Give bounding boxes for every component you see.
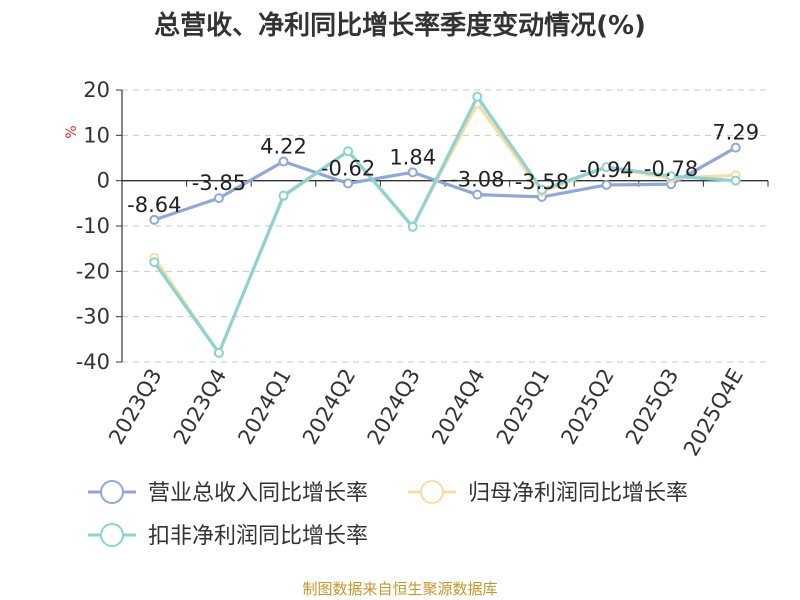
data-label: -0.78 (644, 157, 698, 181)
gridlines (122, 89, 768, 363)
y-tick-labels: 20 10 0 -10 -20 -30 -40 (76, 78, 110, 374)
data-label: 4.22 (260, 135, 307, 159)
data-point (601, 162, 612, 173)
data-point (213, 193, 224, 204)
legend-marker (420, 480, 444, 504)
y-tick-label: -20 (76, 259, 110, 283)
y-tick-label: 0 (97, 169, 110, 193)
series-line (152, 95, 738, 355)
legend-label: 归母净利润同比增长率 (468, 481, 688, 506)
x-tick-label: 2024Q1 (233, 365, 295, 449)
chart-title: 总营收、净利同比增长率季度变动情况(%) (154, 10, 646, 41)
legend-marker (100, 523, 124, 547)
data-label: 1.84 (389, 145, 436, 169)
data-label: -3.85 (192, 171, 246, 195)
source-note: 制图数据来自恒生聚源数据库 (302, 580, 497, 598)
x-tick-label: 2025Q1 (492, 365, 554, 449)
data-point (343, 146, 354, 157)
data-point (730, 142, 741, 153)
data-label: -8.64 (127, 193, 181, 217)
x-tick-label: 2023Q4 (169, 365, 231, 449)
data-point (536, 184, 547, 195)
legend-marker (100, 480, 124, 504)
data-labels: -8.64 -3.85 4.22 -0.62 1.84 -3.08 -3.58 -0.94 -0… (127, 121, 759, 217)
axes (116, 89, 769, 363)
x-tick-label: 2024Q2 (298, 365, 360, 449)
data-point (472, 91, 483, 102)
data-point (407, 221, 418, 232)
series-lines (149, 91, 741, 358)
y-tick-label: 10 (83, 123, 110, 147)
legend-label: 营业总收入同比增长率 (148, 481, 368, 506)
data-point (149, 257, 160, 268)
x-tick-label: 2024Q4 (427, 365, 489, 449)
data-point (601, 179, 612, 190)
data-label: -0.62 (321, 156, 375, 180)
data-point (407, 167, 418, 178)
y-tick-label: 20 (83, 78, 110, 102)
data-point (472, 189, 483, 200)
x-tick-label: 2024Q3 (363, 365, 425, 449)
data-point (666, 171, 677, 182)
y-tick-label: -10 (76, 214, 110, 238)
x-tick-label: 2025Q3 (621, 365, 683, 449)
data-point (213, 347, 224, 358)
x-tick-label: 2023Q3 (104, 365, 166, 449)
y-tick-label: -30 (76, 305, 110, 329)
x-tick-label: 2025Q2 (556, 365, 618, 449)
data-label: -0.94 (579, 158, 633, 182)
legend-label: 扣非净利润同比增长率 (148, 524, 368, 549)
data-label: 7.29 (712, 121, 759, 145)
data-point (343, 178, 354, 189)
series-line (152, 146, 738, 222)
data-point (278, 190, 289, 201)
data-label: -3.58 (515, 170, 569, 194)
data-point (278, 156, 289, 167)
x-tick-labels: 2023Q3 2023Q4 2024Q1 2024Q2 2024Q3 2024Q4 2025… (104, 365, 748, 461)
y-axis-label: % (64, 125, 80, 138)
data-point (730, 175, 741, 186)
y-tick-label: -40 (76, 350, 110, 374)
series-line (152, 101, 738, 355)
data-label: -3.08 (450, 168, 504, 192)
data-point (149, 214, 160, 225)
x-tick-label: 2025Q4E (679, 365, 748, 461)
